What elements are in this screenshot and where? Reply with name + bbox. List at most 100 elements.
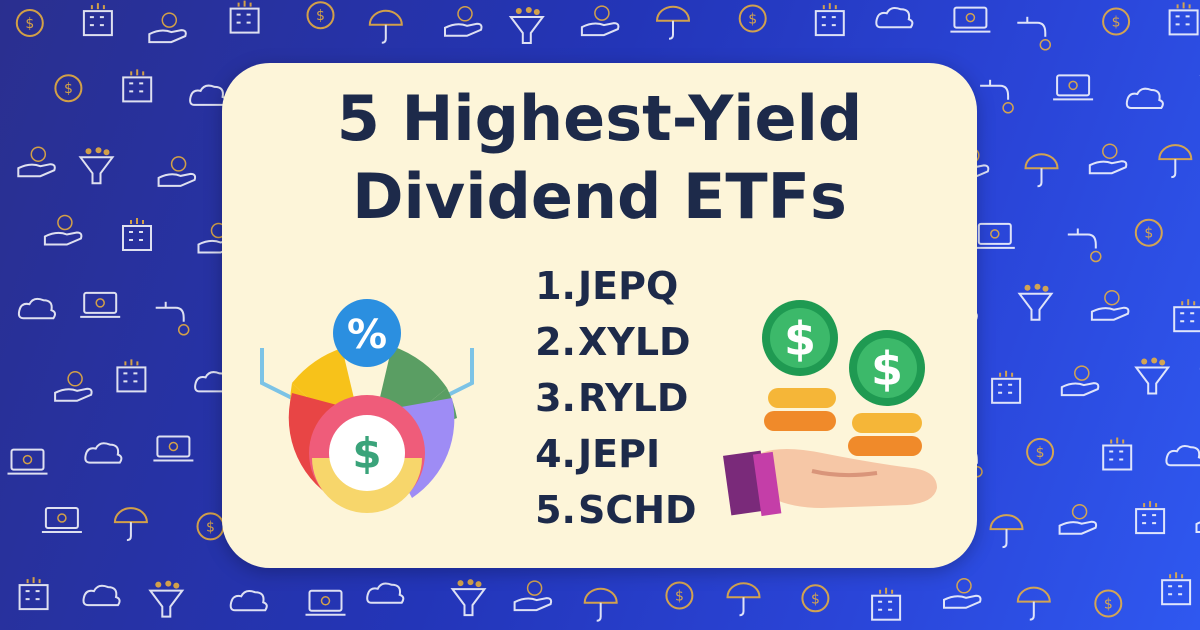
- pattern-icon: $: [1134, 218, 1163, 247]
- pattern-icon: $: [196, 512, 225, 541]
- pattern-icon: [189, 84, 228, 106]
- pattern-icon: [305, 589, 346, 616]
- list-item: 5. SCHD: [532, 482, 697, 538]
- pattern-icon: $: [15, 9, 44, 37]
- hand-receiving-coins-icon: $ $: [712, 293, 952, 537]
- list-number: 3.: [535, 376, 576, 420]
- pattern-icon: $: [801, 584, 830, 613]
- pattern-icon: [1053, 74, 1094, 101]
- list-item: 4. JEPI: [532, 426, 697, 482]
- title-card: 5 Highest-Yield Dividend ETFs $ % 1. JEPQ: [222, 63, 977, 568]
- pattern-icon: [82, 3, 113, 37]
- list-number: 2.: [535, 320, 576, 364]
- svg-text:$: $: [675, 589, 684, 605]
- svg-text:$: $: [748, 12, 757, 28]
- pattern-icon: [1161, 572, 1192, 606]
- pattern-icon: [814, 3, 845, 37]
- pattern-icon: [54, 371, 93, 402]
- pattern-icon: [989, 514, 1024, 549]
- pattern-icon: [1102, 437, 1133, 471]
- pattern-icon: [1168, 2, 1199, 36]
- pattern-icon: [1088, 143, 1128, 175]
- pattern-icon: [1060, 365, 1100, 397]
- list-ticker: JEPQ: [578, 264, 679, 308]
- pattern-icon: [366, 582, 405, 604]
- svg-text:$: $: [352, 429, 381, 478]
- pattern-icon: [1016, 586, 1051, 621]
- svg-text:$: $: [1104, 597, 1113, 613]
- list-item: 3. RYLD: [532, 370, 697, 426]
- pattern-icon: [78, 147, 115, 185]
- pattern-icon: [229, 0, 260, 34]
- title-line-2: Dividend ETFs: [352, 160, 847, 233]
- pattern-icon: [155, 301, 190, 336]
- pattern-icon: $: [1026, 437, 1055, 466]
- pattern-icon: [84, 442, 123, 464]
- svg-text:$: $: [1112, 15, 1121, 31]
- list-item: 1. JEPQ: [532, 258, 697, 314]
- pattern-icon: [148, 12, 187, 44]
- pattern-icon: [513, 580, 553, 612]
- pattern-icon: [113, 507, 148, 542]
- pattern-icon: $: [1094, 589, 1123, 618]
- pattern-icon: [1135, 501, 1166, 535]
- pattern-icon: [41, 507, 82, 533]
- pattern-icon: [18, 577, 49, 611]
- list-item: 2. XYLD: [532, 314, 697, 370]
- pattern-icon: [450, 579, 487, 617]
- pattern-icon: [1134, 357, 1171, 395]
- pattern-icon: [1125, 87, 1164, 109]
- list-ticker: SCHD: [578, 488, 697, 532]
- list-ticker: XYLD: [578, 320, 691, 364]
- pattern-icon: [1090, 289, 1130, 321]
- list-number: 1.: [535, 264, 576, 308]
- pattern-icon: [1173, 299, 1200, 333]
- pattern-icon: [122, 218, 152, 251]
- pattern-icon: [991, 370, 1022, 404]
- pattern-icon: [655, 5, 691, 40]
- percent-dollar-pie-icon: $ %: [252, 288, 482, 522]
- pattern-icon: [871, 587, 902, 621]
- page-title: 5 Highest-Yield Dividend ETFs: [222, 80, 977, 236]
- svg-text:$: $: [871, 342, 903, 396]
- pattern-icon: [980, 79, 1014, 114]
- pattern-icon: $: [54, 74, 83, 103]
- pattern-icon: $: [738, 4, 767, 33]
- svg-text:$: $: [25, 16, 34, 32]
- pattern-icon: [974, 222, 1015, 249]
- pattern-icon: $: [665, 581, 694, 610]
- svg-text:$: $: [784, 312, 816, 366]
- svg-text:$: $: [64, 81, 73, 97]
- svg-text:$: $: [1144, 226, 1153, 242]
- pattern-icon: [1158, 144, 1193, 179]
- etf-list: 1. JEPQ 2. XYLD 3. RYLD 4. JEPI 5. SCHD: [532, 258, 697, 538]
- pattern-icon: [444, 6, 483, 37]
- list-ticker: JEPI: [578, 432, 661, 476]
- pattern-icon: [229, 589, 268, 612]
- pattern-icon: [17, 146, 56, 178]
- pattern-icon: [7, 448, 48, 475]
- pattern-icon: [17, 297, 56, 320]
- svg-text:$: $: [206, 519, 215, 535]
- pattern-icon: [875, 6, 914, 29]
- pattern-icon: [726, 582, 761, 617]
- pattern-icon: [157, 156, 197, 187]
- pattern-icon: [116, 359, 147, 393]
- list-number: 4.: [535, 432, 576, 476]
- pattern-icon: [1017, 16, 1052, 51]
- pattern-icon: [508, 7, 545, 44]
- pattern-icon: [43, 214, 83, 246]
- list-ticker: RYLD: [578, 376, 689, 420]
- pattern-icon: [1165, 444, 1200, 467]
- pattern-icon: [82, 584, 121, 607]
- pattern-icon: [950, 6, 991, 33]
- pattern-icon: [1024, 153, 1059, 188]
- pattern-icon: [368, 9, 403, 44]
- svg-text:%: %: [347, 312, 387, 358]
- pattern-icon: [1017, 283, 1054, 321]
- pattern-icon: [943, 578, 982, 609]
- pattern-icon: [580, 5, 620, 37]
- pattern-icon: [148, 580, 185, 618]
- pattern-icon: [153, 435, 194, 462]
- pattern-icon: [583, 587, 618, 622]
